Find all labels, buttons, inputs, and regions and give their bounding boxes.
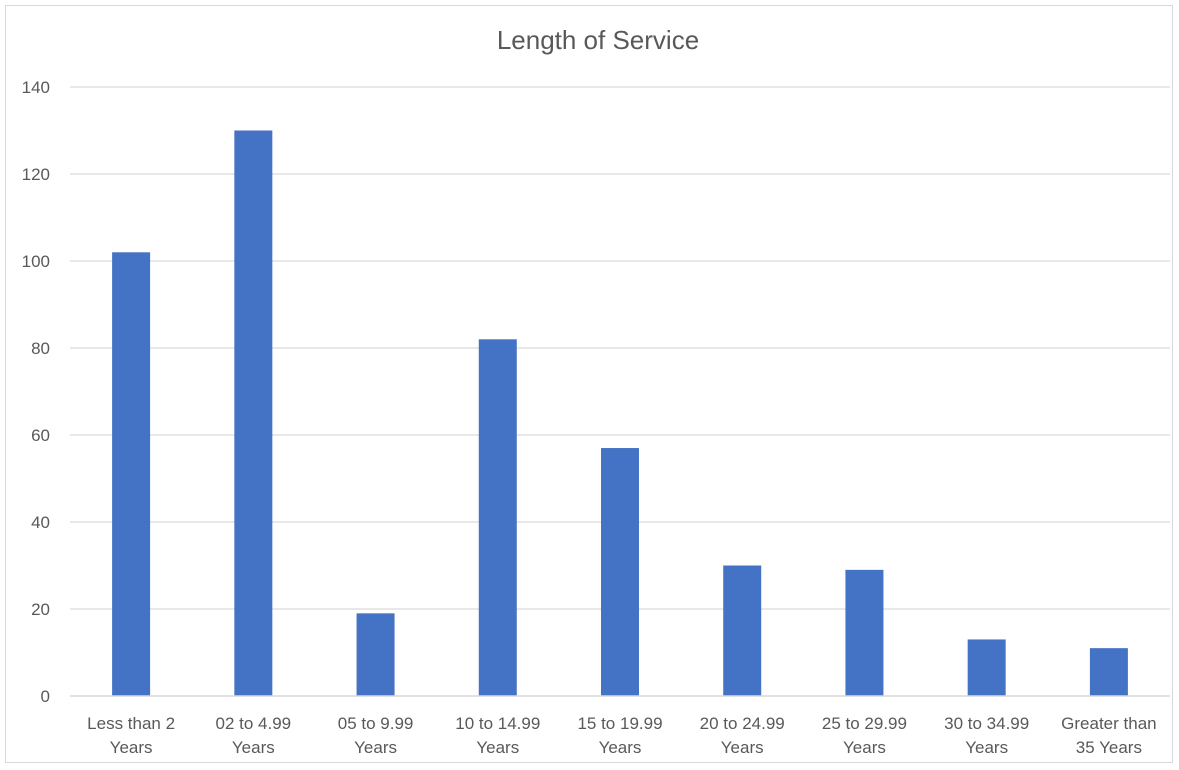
y-tick-label: 40	[31, 513, 50, 532]
x-category-label: Greater than	[1061, 714, 1156, 733]
bar-1	[234, 130, 273, 696]
x-axis-categories: Less than 2 Years 02 to 4.99 Years 05 to 9.9…	[87, 714, 1156, 757]
x-category-label: Years	[843, 738, 886, 757]
y-tick-label: 20	[31, 600, 50, 619]
bar-7	[967, 639, 1006, 696]
x-category-label: 30 to 34.99	[944, 714, 1029, 733]
x-category-label: 10 to 14.99	[455, 714, 540, 733]
y-tick-label: 80	[31, 339, 50, 358]
y-tick-label: 100	[22, 252, 50, 271]
x-category-label: Years	[110, 738, 153, 757]
bars	[112, 130, 1128, 697]
y-tick-label: 120	[22, 165, 50, 184]
bar-6	[845, 569, 884, 696]
x-category-label: Years	[354, 738, 397, 757]
y-tick-label: 140	[22, 78, 50, 97]
y-axis-ticks: 0 20 40 60 80 100 120 140	[22, 78, 50, 706]
bar-3	[478, 339, 517, 696]
x-category-label: Years	[599, 738, 642, 757]
x-category-label: 20 to 24.99	[700, 714, 785, 733]
bar-5	[723, 565, 762, 696]
x-category-label: Years	[965, 738, 1008, 757]
chart-frame	[5, 5, 1173, 763]
x-category-label: Years	[232, 738, 275, 757]
chart-title: Length of Service	[497, 25, 699, 55]
bar-8	[1089, 648, 1128, 696]
x-category-label: Years	[476, 738, 519, 757]
bar-4	[601, 448, 639, 696]
x-category-label: 35 Years	[1076, 738, 1142, 757]
y-tick-label: 0	[41, 687, 50, 706]
x-category-label: Less than 2	[87, 714, 175, 733]
x-category-label: Years	[721, 738, 764, 757]
y-tick-label: 60	[31, 426, 50, 445]
x-category-label: 02 to 4.99	[216, 714, 292, 733]
x-category-label: 05 to 9.99	[338, 714, 414, 733]
x-category-label: 15 to 19.99	[577, 714, 662, 733]
bar-2	[356, 613, 395, 696]
bar-0	[112, 252, 151, 697]
x-category-label: 25 to 29.99	[822, 714, 907, 733]
